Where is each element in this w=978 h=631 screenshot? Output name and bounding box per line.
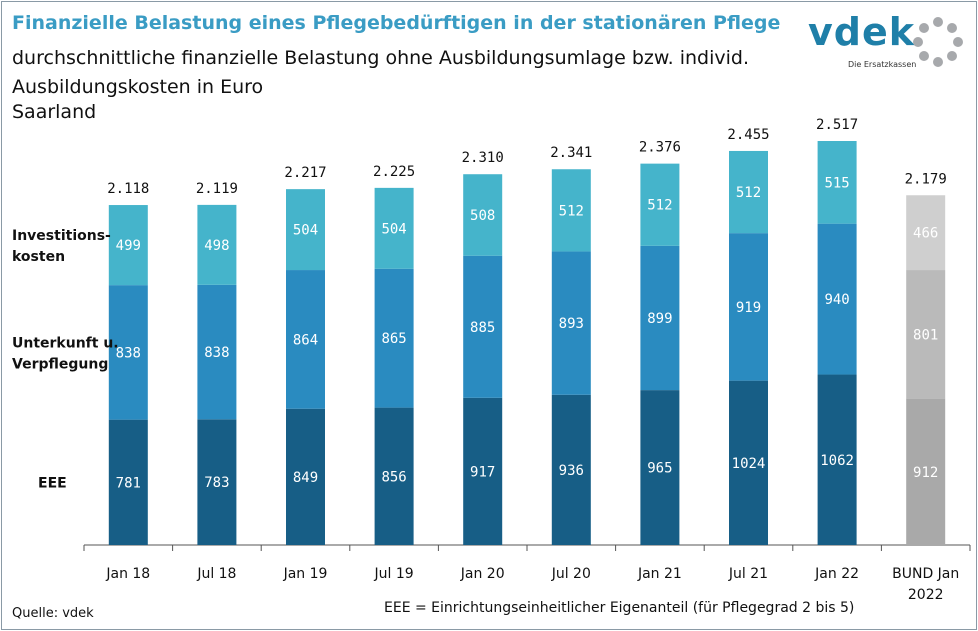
series-label: Investitions- [12,228,111,244]
x-tick-label: Jan 20 [460,566,505,582]
chart-title: Finanzielle Belastung eines Pflegebedürf… [12,12,781,34]
bar-segment-investitionskosten [286,189,325,271]
data-label: 508 [470,208,495,224]
bar-segment-eee [817,374,857,545]
bar-segment-unterkunft-u-verpflegung [374,268,414,408]
bar-segment-investitionskosten [817,141,857,224]
data-label: 936 [559,463,584,479]
logo-tagline: Die Ersatzkassen [848,60,917,69]
data-label: 1062 [820,453,854,469]
data-label: 838 [116,345,141,361]
bar-segment-investitionskosten [108,205,148,286]
total-label: 2.179 [905,171,947,187]
bar-segment-unterkunft-u-verpflegung [906,270,946,399]
series-label: Verpflegung [12,356,108,372]
bar-segment-eee [197,419,237,545]
bar-segment-unterkunft-u-verpflegung [108,285,148,420]
chart-subtitle: durchschnittliche finanzielle Belastung … [12,47,750,98]
data-label: 893 [559,316,584,332]
x-tick-label: 2022 [908,587,944,603]
data-label: 838 [204,345,229,361]
total-label: 2.517 [816,117,858,133]
data-label: 940 [824,292,849,308]
region-label: Saarland [12,101,97,123]
total-label: 2.217 [284,165,326,181]
bar-segment-eee [286,408,325,545]
bar-segment-eee [374,407,414,545]
data-label: 912 [913,465,938,481]
data-label: 781 [116,475,141,491]
source-note: Quelle: vdek [12,606,94,621]
data-label: 917 [470,464,495,480]
series-label: Unterkunft u. [12,335,119,351]
bar-segment-eee [551,394,591,545]
logo-wordmark: vdek [808,10,916,54]
data-label: 919 [736,300,761,316]
logo-ring-icon [913,17,963,67]
total-label: 2.118 [107,181,149,197]
bar-segment-investitionskosten [640,163,680,246]
data-label: 499 [116,238,141,254]
bar-segment-unterkunft-u-verpflegung [286,270,325,409]
bar-segment-eee [729,380,768,545]
bar-segment-eee [108,419,148,545]
bar-segment-eee [640,390,680,545]
bar-segment-investitionskosten [197,204,237,285]
data-label: 856 [381,469,406,485]
series-label: EEE [38,475,67,491]
bar-segment-investitionskosten [729,150,768,234]
total-label: 2.341 [550,145,592,161]
bar-segment-investitionskosten [463,174,503,256]
x-tick-label: Jan 19 [283,566,328,582]
data-label: 504 [293,223,318,239]
data-label: 466 [913,226,938,242]
bar-segment-unterkunft-u-verpflegung [640,245,680,391]
bar-segment-investitionskosten [374,187,414,269]
data-label: 801 [913,327,938,343]
total-label: 2.225 [373,164,415,180]
bar-segment-eee [463,397,503,545]
data-label: 885 [470,320,495,336]
data-label: 864 [293,332,318,348]
data-label: 498 [204,238,229,254]
data-label: 865 [381,331,406,347]
x-tick-label: Jan 22 [814,566,859,582]
data-label: 849 [293,470,318,486]
data-label: 512 [559,203,584,219]
bar-segment-unterkunft-u-verpflegung [817,223,857,375]
series-label: kosten [12,249,65,265]
bar-segment-investitionskosten [906,195,946,271]
footnote: EEE = Einrichtungseinheitlicher Eigenant… [384,600,855,616]
bar-segment-eee [906,398,946,545]
x-tick-label: Jul 21 [728,566,768,582]
bar-segment-unterkunft-u-verpflegung [197,284,237,420]
x-tick-label: Jan 21 [637,566,682,582]
x-tick-label: Jul 20 [551,566,591,582]
data-label: 899 [647,311,672,327]
data-label: 512 [647,198,672,214]
x-tick-label: Jan 18 [105,566,150,582]
bar-segment-unterkunft-u-verpflegung [729,233,768,381]
total-label: 2.376 [639,140,681,156]
bar-segment-unterkunft-u-verpflegung [551,251,591,395]
data-label: 965 [647,461,672,477]
x-tick-label: Jul 18 [196,566,236,582]
data-label: 515 [824,175,849,191]
data-label: 512 [736,185,761,201]
x-tick-label: BUND Jan [892,566,959,582]
data-label: 783 [204,475,229,491]
total-label: 2.455 [727,127,769,143]
bar-segment-investitionskosten [551,169,591,252]
total-label: 2.310 [462,150,504,166]
total-label: 2.119 [196,181,238,197]
data-label: 1024 [732,456,766,472]
x-tick-label: Jul 19 [374,566,414,582]
data-label: 504 [381,221,406,237]
bar-segment-unterkunft-u-verpflegung [463,255,503,398]
vdek-logo: vdek Die Ersatzkassen [808,10,968,74]
